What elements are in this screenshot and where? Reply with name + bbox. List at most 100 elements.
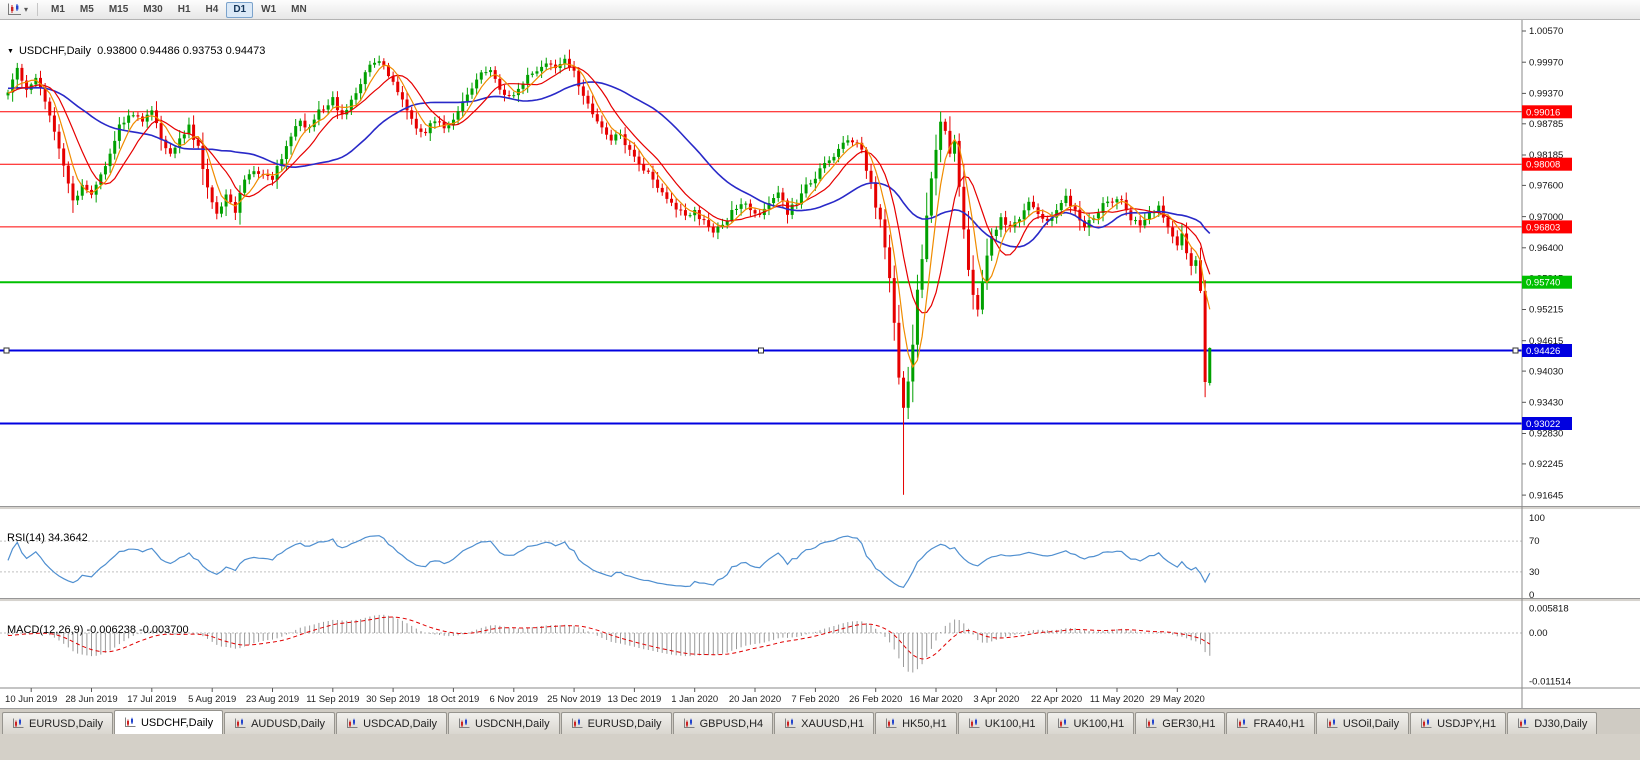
timeframe-button-M1[interactable]: M1 [51, 3, 65, 15]
rsi-line [7, 535, 1211, 588]
svg-text:0.94615: 0.94615 [1529, 336, 1563, 347]
svg-text:3 Apr 2020: 3 Apr 2020 [973, 694, 1019, 705]
line-selection-handle[interactable] [3, 347, 10, 354]
svg-text:-0.011514: -0.011514 [1529, 676, 1571, 687]
toolbar-separator [37, 3, 39, 16]
chart-window: 10 Jun 2019 28 Jun 2019 17 Jul 2019 5 Aug 2… [0, 20, 1640, 708]
chart-tab-label: UK100,H1 [1073, 717, 1125, 730]
svg-text:16 Mar 2020: 16 Mar 2020 [909, 694, 962, 705]
timeframe-button-M30[interactable]: M30 [143, 3, 163, 15]
symbol-dropdown-icon[interactable]: ▼ [7, 47, 14, 55]
svg-text:1.00570: 1.00570 [1529, 26, 1563, 37]
chart-tab-label: USDJPY,H1 [1437, 717, 1497, 730]
mini-chart-icon [8, 3, 21, 15]
chart-tab-GER30-H1[interactable]: GER30,H1 [1135, 712, 1226, 734]
timeframe-button-D1[interactable]: D1 [226, 1, 254, 18]
price-badge-0.94426 [1522, 344, 1572, 357]
svg-text:100: 100 [1529, 513, 1545, 524]
rsi-axis: 100 70 30 0 [1529, 513, 1545, 601]
svg-text:30 Sep 2019: 30 Sep 2019 [366, 694, 420, 705]
ma-medium-line [7, 66, 1211, 314]
chart-tab-DJ30-Daily[interactable]: DJ30,Daily [1507, 712, 1598, 734]
panel-separator[interactable] [0, 598, 1640, 602]
chart-tab-XAUUSD-H1[interactable]: XAUUSD,H1 [774, 712, 875, 734]
svg-text:0.005818: 0.005818 [1529, 604, 1569, 615]
rsi-panel [0, 535, 1522, 588]
svg-text:0.95215: 0.95215 [1529, 305, 1563, 316]
chart-tab-icon [234, 718, 246, 729]
timeframe-buttons: M1 M5 M15 M30 H1 H4 D1 W1 MN [44, 1, 314, 18]
line-selection-handle[interactable] [1512, 347, 1519, 354]
chart-tab-UK100-H1[interactable]: UK100,H1 [957, 712, 1046, 734]
svg-text:0.93022: 0.93022 [1526, 419, 1560, 430]
timeframe-button-W1[interactable]: W1 [261, 3, 277, 15]
timeframe-button-MN[interactable]: MN [291, 3, 307, 15]
chart-tab-label: USDCAD,Daily [363, 717, 438, 730]
chart-tab-label: UK100,H1 [984, 717, 1036, 730]
svg-text:26 Feb 2020: 26 Feb 2020 [849, 694, 902, 705]
svg-text:0.99970: 0.99970 [1529, 57, 1563, 68]
chart-tab-EURUSD-Daily[interactable]: EURUSD,Daily [2, 712, 113, 734]
chart-tab-AUDUSD-Daily[interactable]: AUDUSD,Daily [224, 712, 336, 734]
chart-tab-USDJPY-H1[interactable]: USDJPY,H1 [1410, 712, 1507, 734]
chart-tab-icon [885, 718, 897, 729]
svg-text:0.99370: 0.99370 [1529, 89, 1563, 100]
chart-tab-label: USDCNH,Daily [475, 717, 550, 730]
svg-text:0: 0 [1529, 590, 1534, 601]
chart-tab-FRA40-H1[interactable]: FRA40,H1 [1226, 712, 1315, 734]
svg-text:17 Jul 2019: 17 Jul 2019 [127, 694, 176, 705]
price-badge-0.99016 [1522, 105, 1572, 119]
chart-tab-UK100-H1[interactable]: UK100,H1 [1046, 712, 1135, 734]
chart-tab-icon [1420, 718, 1432, 729]
svg-text:20 Jan 2020: 20 Jan 2020 [729, 694, 781, 705]
chart-tab-icon [1326, 718, 1338, 729]
svg-text:7 Feb 2020: 7 Feb 2020 [791, 694, 839, 705]
svg-text:0.92245: 0.92245 [1529, 459, 1563, 470]
chart-tools-icon[interactable]: ▾ [4, 3, 31, 16]
ma-fast-line [7, 63, 1211, 369]
chart-tab-HK50-H1[interactable]: HK50,H1 [875, 712, 957, 734]
svg-text:0.98785: 0.98785 [1529, 119, 1563, 130]
price-badge-0.98008 [1522, 157, 1572, 171]
chart-title-text: USDCHF,Daily 0.93800 0.94486 0.93753 0.9… [18, 45, 266, 57]
chart-tab-icon [124, 717, 136, 728]
chart-tab-icon [1236, 718, 1248, 729]
price-badge-0.95740 [1522, 275, 1572, 289]
timeframe-button-M5[interactable]: M5 [79, 3, 94, 15]
chart-tab-label: EURUSD,Daily [29, 717, 103, 730]
svg-text:0.97600: 0.97600 [1529, 181, 1563, 192]
chart-tab-USOil-Daily[interactable]: USOil,Daily [1315, 712, 1410, 734]
chart-tab-label: DJ30,Daily [1534, 717, 1588, 730]
panel-separator[interactable] [0, 506, 1640, 510]
chart-tab-EURUSD-Daily[interactable]: EURUSD,Daily [560, 712, 672, 734]
chart-tab-USDCHF-Daily[interactable]: USDCHF,Daily [113, 710, 224, 734]
svg-text:11 May 2020: 11 May 2020 [1090, 694, 1144, 705]
svg-text:0.95740: 0.95740 [1526, 278, 1560, 289]
chart-tab-GBPUSD-H4[interactable]: GBPUSD,H4 [672, 712, 774, 734]
svg-text:0.00: 0.00 [1529, 628, 1548, 639]
svg-text:0.91645: 0.91645 [1529, 490, 1563, 501]
chart-tab-label: GER30,H1 [1162, 717, 1216, 730]
line-selection-handle[interactable] [758, 347, 764, 354]
chart-tab-USDCAD-Daily[interactable]: USDCAD,Daily [336, 712, 448, 734]
timeframe-button-M15[interactable]: M15 [108, 3, 129, 15]
svg-text:6 Nov 2019: 6 Nov 2019 [490, 694, 539, 705]
svg-text:11 Sep 2019: 11 Sep 2019 [306, 694, 359, 705]
svg-text:0.98008: 0.98008 [1526, 160, 1560, 171]
chart-tab-bar: EURUSD,Daily USDCHF,Daily AUDUSD,Daily USDC… [0, 708, 1640, 734]
price-chart[interactable]: 10 Jun 2019 28 Jun 2019 17 Jul 2019 5 Aug 2… [0, 20, 1640, 708]
chart-tab-icon [1145, 718, 1157, 729]
chart-tab-label: FRA40,H1 [1253, 717, 1305, 730]
chart-tab-label: USDCHF,Daily [140, 716, 214, 729]
date-axis: 10 Jun 2019 28 Jun 2019 17 Jul 2019 5 Aug 2… [5, 688, 1205, 705]
chart-tab-icon [346, 718, 358, 729]
svg-text:0.93430: 0.93430 [1529, 398, 1563, 409]
svg-text:1 Jan 2020: 1 Jan 2020 [671, 694, 718, 705]
chart-tab-USDCNH-Daily[interactable]: USDCNH,Daily [448, 712, 560, 734]
timeframe-button-H1[interactable]: H1 [177, 3, 191, 15]
main-panel [0, 49, 1522, 495]
svg-text:70: 70 [1529, 536, 1540, 547]
price-line-badges: 0.99016 0.98008 0.96803 0.95740 0.94426 0.930… [1522, 105, 1572, 430]
svg-text:0.96803: 0.96803 [1526, 222, 1560, 233]
timeframe-button-H4[interactable]: H4 [205, 3, 219, 15]
